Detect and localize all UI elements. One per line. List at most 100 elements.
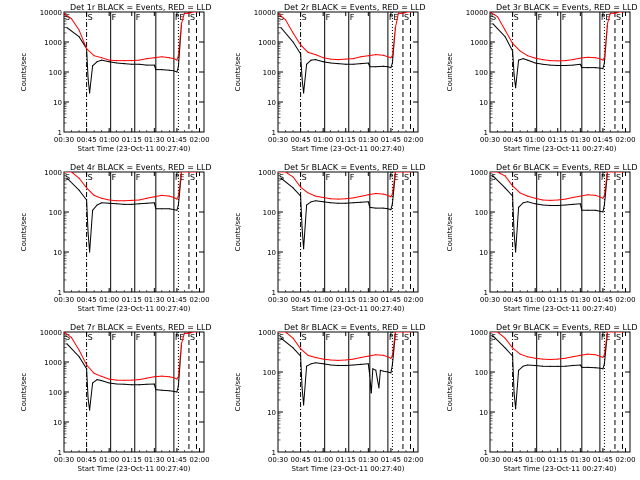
data-point-events — [603, 363, 606, 365]
data-point-events — [155, 69, 157, 71]
data-point-events — [391, 203, 393, 205]
data-point-events — [173, 390, 175, 392]
data-point-events — [96, 204, 98, 206]
data-point-lld — [168, 195, 170, 197]
data-point-lld — [387, 356, 389, 358]
marker-letter-start: S — [65, 173, 70, 182]
marker-letter: S — [88, 13, 93, 22]
data-point-events — [96, 379, 98, 381]
data-point-lld — [292, 176, 294, 178]
x-tick-label: 00:45 — [76, 296, 96, 304]
data-point-events — [330, 62, 332, 64]
data-point-events — [375, 207, 377, 209]
data-point-lld — [180, 343, 182, 345]
data-point-lld — [307, 51, 309, 54]
data-point-events — [513, 392, 515, 394]
y-tick-label: 1000 — [44, 39, 62, 47]
x-tick-label: 01:15 — [548, 296, 568, 304]
x-tick-label: 02:00 — [189, 456, 209, 464]
y-tick-label: 10 — [267, 249, 276, 257]
x-tick-label: 01:45 — [167, 456, 187, 464]
data-point-events — [123, 383, 125, 385]
data-point-events — [310, 201, 312, 203]
data-point-lld — [64, 12, 65, 14]
marker-letter: S — [616, 333, 621, 342]
data-point-lld — [549, 358, 551, 361]
data-point-lld — [195, 172, 198, 173]
data-point-lld — [397, 172, 399, 173]
data-point-events — [303, 404, 305, 406]
data-point-lld — [352, 58, 354, 60]
data-point-events — [108, 61, 110, 63]
data-point-lld — [146, 58, 148, 60]
x-axis-label: Start Time (23-Oct-11 00:27:40) — [78, 305, 191, 313]
chart-title: Det 9r BLACK = Events, RED = LLD — [496, 323, 638, 332]
data-point-events — [564, 365, 566, 367]
data-point-lld — [391, 55, 393, 57]
data-point-lld — [602, 59, 604, 61]
chart-title: Det 8r BLACK = Events, RED = LLD — [284, 323, 426, 332]
data-point-events — [337, 364, 339, 367]
data-point-events — [522, 58, 524, 60]
series-line-events — [492, 333, 608, 409]
data-point-lld — [587, 353, 589, 355]
x-tick-label: 00:45 — [290, 296, 310, 304]
data-point-events — [322, 201, 324, 203]
data-point-events — [92, 209, 94, 211]
data-point-lld — [397, 12, 399, 14]
data-point-lld — [564, 60, 566, 62]
data-point-lld — [572, 356, 574, 358]
data-point-events — [131, 384, 133, 386]
y-tick-label: 10000 — [466, 9, 488, 17]
y-tick-label: 1000 — [470, 169, 488, 177]
y-axis-label: Counts/sec — [234, 373, 242, 412]
data-point-events — [300, 195, 302, 197]
data-point-lld — [192, 332, 195, 333]
marker-letter-start: S — [491, 173, 496, 182]
marker-letter-start: S — [279, 13, 284, 22]
marker-letter: F — [562, 333, 567, 342]
data-point-events — [89, 251, 91, 253]
marker-letter: F — [562, 13, 567, 22]
data-point-events — [176, 71, 178, 73]
data-point-events — [557, 204, 559, 207]
marker-letter: E — [179, 333, 184, 342]
data-point-events — [300, 355, 302, 357]
marker-letter: F — [326, 333, 331, 342]
data-point-events — [518, 206, 520, 208]
data-point-events — [116, 383, 118, 385]
marker-letter: F — [389, 13, 394, 22]
marker-letter: F — [350, 333, 355, 342]
data-point-lld — [93, 55, 95, 57]
data-point-events — [66, 343, 68, 345]
data-point-lld — [406, 12, 409, 13]
x-tick-label: 01:15 — [336, 296, 356, 304]
marker-letter: F — [136, 13, 141, 22]
data-point-events — [138, 203, 140, 205]
data-point-events — [579, 203, 581, 205]
data-point-events — [549, 365, 551, 367]
data-point-lld — [375, 192, 377, 195]
chart-title: Det 3r BLACK = Events, RED = LLD — [496, 3, 638, 12]
data-point-lld — [406, 172, 409, 173]
data-point-events — [534, 203, 536, 205]
y-tick-label: 10000 — [40, 329, 62, 337]
x-tick-label: 01:45 — [593, 296, 613, 304]
x-axis-label: Start Time (23-Oct-11 00:27:40) — [78, 145, 191, 153]
data-point-events — [352, 202, 354, 204]
data-point-events — [89, 92, 91, 94]
x-tick-label: 02:00 — [189, 296, 209, 304]
x-tick-label: 01:15 — [122, 136, 142, 144]
data-point-lld — [176, 59, 178, 61]
x-tick-label: 00:45 — [290, 456, 310, 464]
data-point-events — [382, 370, 384, 372]
plot-frame — [277, 331, 419, 453]
data-point-events — [387, 371, 389, 373]
data-point-events — [300, 53, 302, 55]
data-point-events — [292, 347, 294, 349]
data-point-events — [504, 187, 506, 189]
data-point-lld — [606, 172, 608, 173]
data-point-events — [177, 66, 179, 68]
data-point-events — [515, 87, 517, 89]
y-tick-label: 100 — [49, 389, 62, 397]
